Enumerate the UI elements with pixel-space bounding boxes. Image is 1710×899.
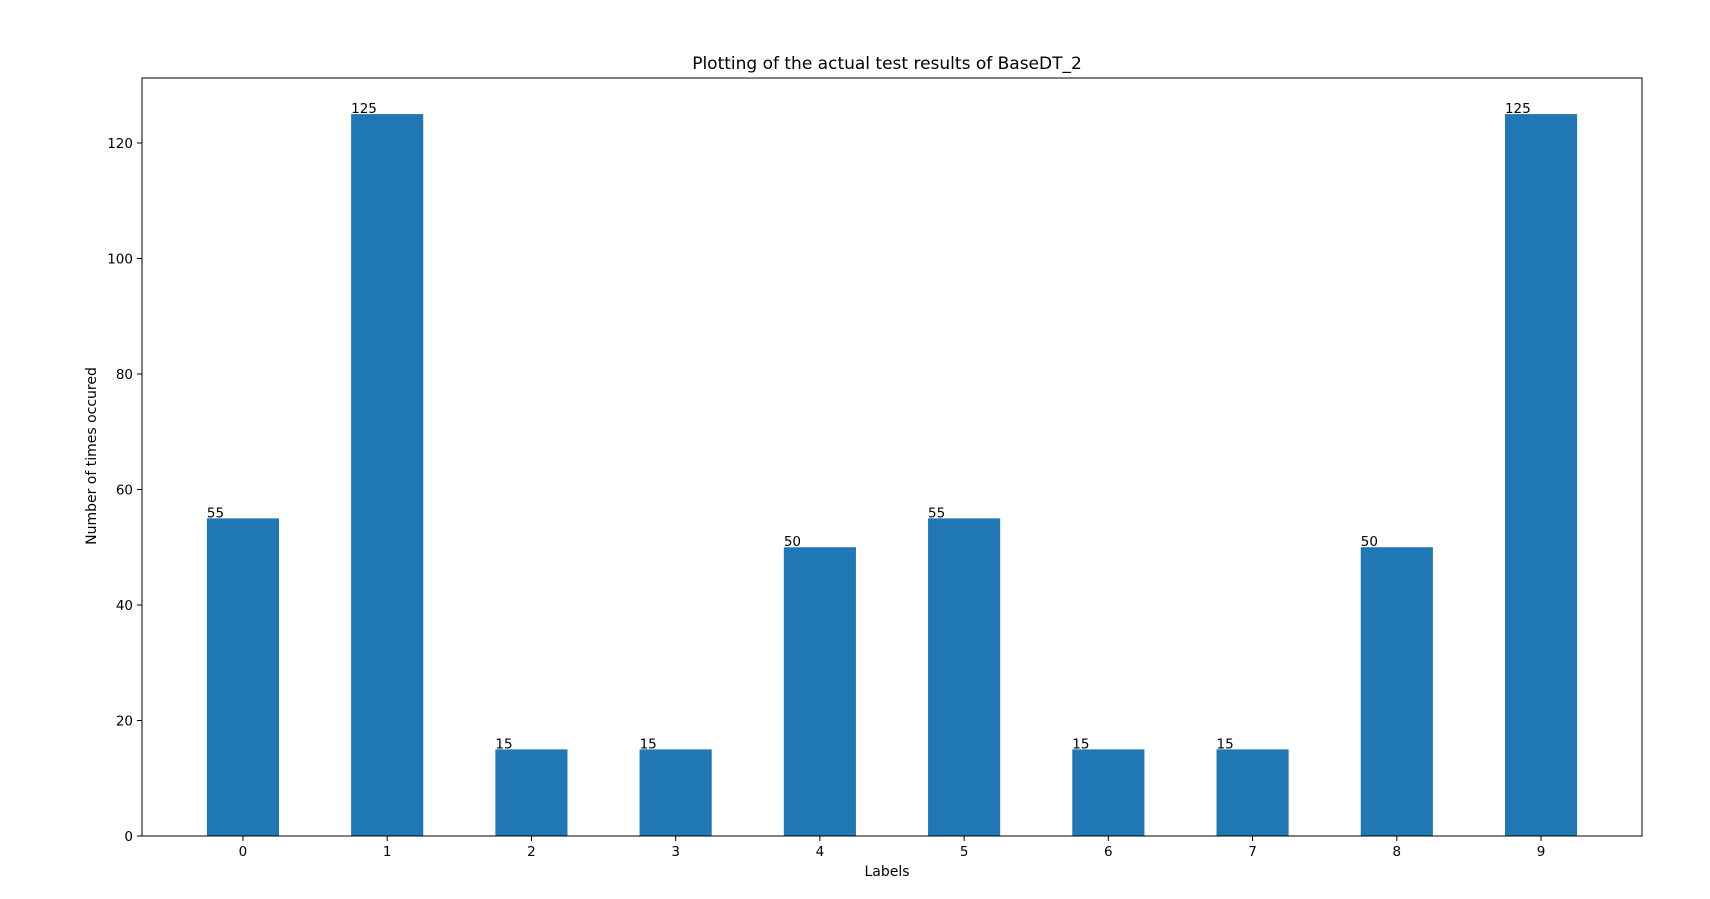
x-tick-label-3: 3 [671, 844, 680, 860]
value-label-8: 50 [1361, 534, 1378, 550]
bar-3 [639, 749, 712, 836]
bar-8 [1360, 547, 1433, 836]
y-tick-label-0: 0 [124, 829, 133, 845]
y-tick-label-120: 120 [107, 136, 133, 152]
x-tick-label-8: 8 [1393, 844, 1402, 860]
x-axis-label: Labels [864, 864, 909, 880]
bar-1 [351, 114, 424, 837]
value-label-1: 125 [351, 101, 377, 117]
value-label-6: 15 [1072, 736, 1089, 752]
value-label-0: 55 [207, 505, 224, 521]
x-tick-label-1: 1 [383, 844, 392, 860]
x-tick-label-9: 9 [1537, 844, 1546, 860]
y-tick-label-40: 40 [116, 598, 133, 614]
plot-frame [141, 77, 1643, 837]
y-tick-label-60: 60 [116, 482, 133, 498]
x-tick-label-4: 4 [816, 844, 825, 860]
x-axis-ticks: 0 1 2 3 4 5 6 7 8 9 [239, 836, 1546, 860]
value-label-2: 15 [495, 736, 512, 752]
bar-0 [206, 518, 280, 836]
bar-2 [495, 749, 568, 836]
x-tick-label-5: 5 [960, 844, 969, 860]
value-label-3: 15 [640, 736, 657, 752]
bar-4 [783, 547, 856, 836]
x-tick-label-7: 7 [1248, 844, 1257, 860]
y-axis-ticks: 0 20 40 60 80 100 120 [107, 136, 142, 845]
value-labels-group: 55 125 15 15 50 55 15 15 50 125 [207, 101, 1531, 752]
bar-5 [928, 518, 1001, 836]
bar-6 [1072, 749, 1145, 836]
value-label-9: 125 [1505, 101, 1531, 117]
y-axis-label: Number of times occured [84, 367, 100, 545]
y-tick-label-20: 20 [116, 713, 133, 729]
value-label-7: 15 [1217, 736, 1234, 752]
value-label-5: 55 [928, 505, 945, 521]
y-tick-label-80: 80 [116, 367, 133, 383]
x-tick-label-0: 0 [239, 844, 248, 860]
bar-7 [1216, 749, 1289, 836]
value-label-4: 50 [784, 534, 801, 550]
bar-9 [1504, 114, 1578, 837]
x-tick-label-2: 2 [527, 844, 536, 860]
chart-title: Plotting of the actual test results of B… [692, 54, 1082, 74]
y-tick-label-100: 100 [107, 251, 133, 267]
bars-group [206, 114, 1578, 837]
x-tick-label-6: 6 [1104, 844, 1113, 860]
